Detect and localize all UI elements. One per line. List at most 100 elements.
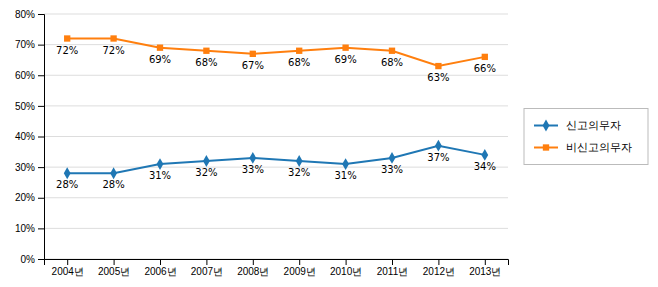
marker	[389, 152, 396, 164]
legend-label: 신고의무자	[566, 119, 621, 132]
legend-entry: 신고의무자	[534, 119, 621, 132]
y-tick: 0%	[21, 254, 44, 265]
x-tick: 2007년	[191, 259, 223, 277]
x-tick-label: 2010년	[330, 266, 362, 277]
y-tick-label: 40%	[15, 131, 35, 142]
data-label: 34%	[474, 161, 496, 172]
x-tick-label: 2012년	[423, 266, 455, 277]
data-label: 31%	[334, 170, 356, 181]
data-label: 33%	[381, 164, 403, 175]
data-label: 72%	[102, 45, 124, 56]
x-tick-label: 2006년	[144, 266, 176, 277]
data-label: 32%	[195, 167, 217, 178]
y-tick-mark	[38, 137, 44, 138]
x-tick-label: 2007년	[191, 266, 223, 277]
x-tick: 2012년	[423, 259, 455, 277]
y-tick-label: 80%	[15, 9, 35, 20]
marker	[203, 48, 209, 54]
marker	[481, 149, 488, 161]
grid-line	[44, 136, 508, 137]
marks	[64, 35, 488, 179]
legend-label: 비신고의무자	[566, 141, 632, 154]
y-tick-mark	[38, 106, 44, 107]
marker	[435, 63, 441, 69]
x-tick: 2013년	[469, 259, 501, 277]
data-label: 63%	[427, 72, 449, 83]
data-label: 69%	[149, 54, 171, 65]
x-tick: 2010년	[330, 259, 362, 277]
x-tick-label: 2004년	[52, 266, 84, 277]
chart: 0% 10% 20% 30% 40% 50% 60% 70% 80% 2004년 2005년 2006…	[0, 0, 658, 287]
data-label: 68%	[288, 57, 310, 68]
marker	[110, 167, 117, 179]
x-tick-label: 2013년	[469, 266, 501, 277]
grid-line	[44, 14, 508, 15]
x-tick-mark	[485, 259, 486, 265]
x-tick-mark	[160, 259, 161, 265]
marker	[296, 155, 303, 167]
data-label: 28%	[102, 179, 124, 190]
grid	[44, 14, 508, 259]
x-tick: 2005년	[98, 259, 130, 277]
x-tick-mark	[206, 259, 207, 265]
data-label: 31%	[149, 170, 171, 181]
x-tick-mark	[114, 259, 115, 265]
y-tick-mark	[38, 14, 44, 15]
y-tick: 10%	[15, 223, 44, 234]
data-label: 33%	[242, 164, 264, 175]
data-label: 72%	[56, 45, 78, 56]
x-tick-mark	[346, 259, 347, 265]
series	[64, 140, 488, 179]
y-tick-label: 70%	[15, 39, 35, 50]
marker	[389, 48, 395, 54]
y-tick: 70%	[15, 39, 44, 50]
marker	[203, 155, 210, 167]
line	[67, 146, 485, 174]
x-tick-mark	[67, 259, 68, 265]
marker	[64, 35, 70, 41]
line	[67, 39, 485, 67]
y-tick-mark	[38, 198, 44, 199]
data-label: 37%	[427, 152, 449, 163]
y-tick-label: 20%	[15, 192, 35, 203]
y-tick: 50%	[15, 101, 44, 112]
legend-entry: 비신고의무자	[534, 141, 632, 154]
y-tick: 60%	[15, 70, 44, 81]
marker	[296, 48, 302, 54]
x-tick-mark	[438, 259, 439, 265]
data-label: 68%	[195, 57, 217, 68]
plot: 0% 10% 20% 30% 40% 50% 60% 70% 80% 2004년 2005년 2006…	[15, 9, 509, 277]
marker	[249, 152, 256, 164]
y-tick-label: 30%	[15, 162, 35, 173]
series	[64, 35, 488, 69]
data-labels: 28%28%31%32%33%32%31%33%37%34%72%72%69%6…	[56, 45, 496, 191]
x-tick-label: 2009년	[284, 266, 316, 277]
legend: 신고의무자비신고의무자	[524, 109, 648, 165]
x-tick-mark	[299, 259, 300, 265]
y-tick-mark	[38, 228, 44, 229]
y-tick-mark	[38, 75, 44, 76]
grid-line	[44, 228, 508, 229]
y-tick-mark	[38, 45, 44, 46]
data-label: 28%	[56, 179, 78, 190]
y-tick-label: 0%	[21, 254, 36, 265]
legend-frame	[524, 109, 648, 165]
legend-marker	[543, 144, 549, 150]
x-tick: 2004년	[52, 259, 84, 277]
marker	[342, 158, 349, 170]
x-tick: 2011년	[377, 259, 409, 277]
grid-line	[44, 105, 508, 106]
grid-line	[44, 197, 508, 198]
y-tick-label: 10%	[15, 223, 35, 234]
y-tick: 30%	[15, 162, 44, 173]
marker	[250, 51, 256, 57]
y-tick-mark	[38, 259, 44, 260]
x-tick-mark	[253, 259, 254, 265]
marker	[157, 158, 164, 170]
x-tick-label: 2008년	[237, 266, 269, 277]
y-tick: 80%	[15, 9, 44, 20]
data-label: 69%	[334, 54, 356, 65]
data-label: 67%	[242, 60, 264, 71]
x-axis-line	[45, 260, 509, 266]
y-tick-label: 50%	[15, 101, 35, 112]
